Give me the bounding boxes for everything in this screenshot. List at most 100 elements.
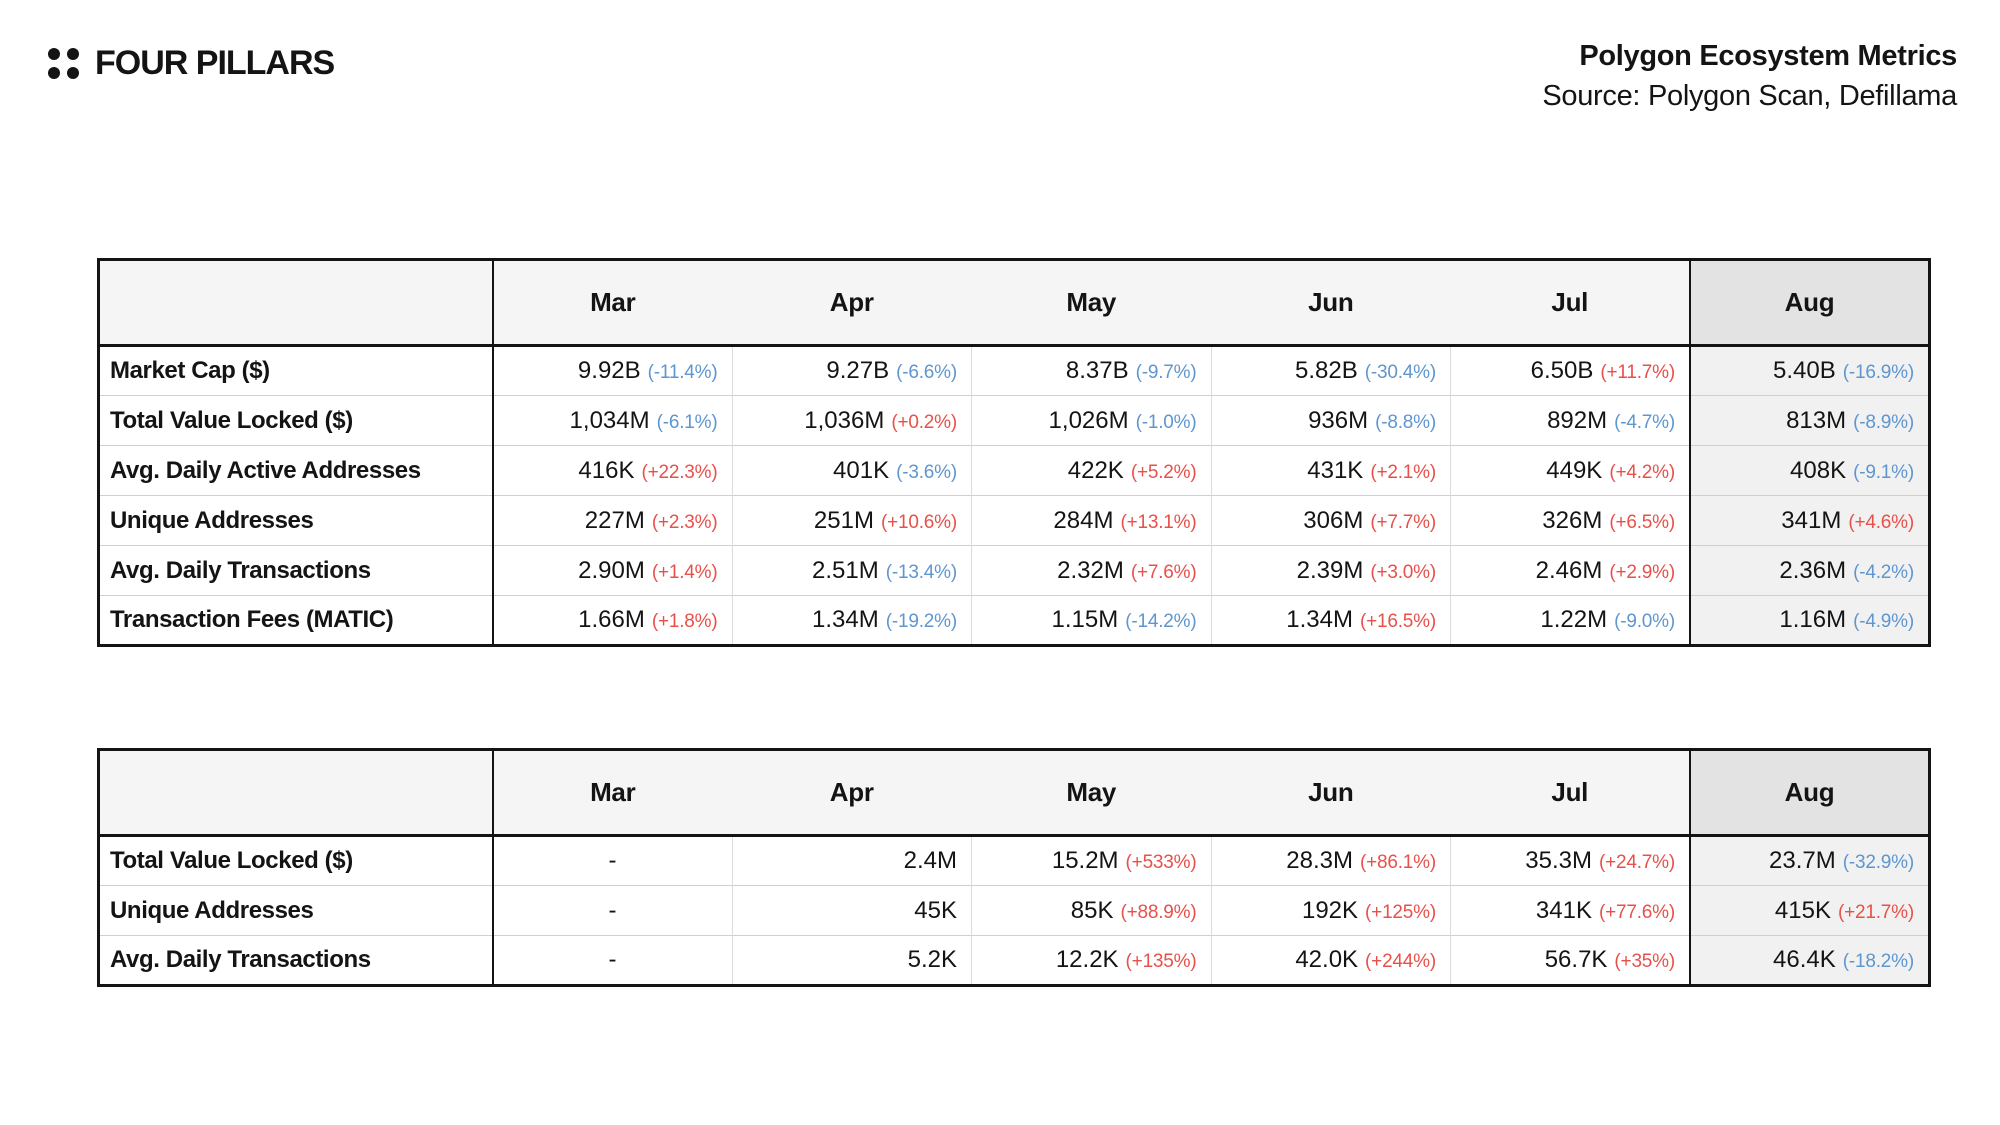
metric-value: 45K <box>914 896 957 924</box>
column-header-apr: Apr <box>732 749 972 837</box>
metric-value: 23.7M <box>1769 847 1836 874</box>
logo-dot <box>48 66 60 79</box>
metric-cell: 1.16M (-4.9%) <box>1689 595 1930 646</box>
logo-dot <box>48 47 60 60</box>
metric-value: 1,026M <box>1048 406 1129 434</box>
metric-cell: 1.34M (-19.2%) <box>731 595 972 646</box>
metric-value: 5.82B <box>1295 357 1358 384</box>
row-label: Transaction Fees (MATIC) <box>98 595 494 646</box>
metric-cell: 5.40B (-16.9%) <box>1689 345 1930 396</box>
metric-value: 9.27B <box>826 357 890 384</box>
metric-cell: 416K (+22.3%) <box>492 445 732 496</box>
metric-cell: 46.4K (-18.2%) <box>1689 935 1930 986</box>
metric-change: (-8.8%) <box>1375 411 1436 433</box>
metric-value: 431K <box>1307 456 1364 484</box>
column-header-may: May <box>971 749 1211 837</box>
metric-change: (-1.0%) <box>1135 411 1197 433</box>
metric-change: (-6.1%) <box>656 411 718 433</box>
metric-cell: 284M (+13.1%) <box>971 495 1211 546</box>
metric-change: (+1.8%) <box>651 611 718 632</box>
metric-change: (-30.4%) <box>1364 362 1436 383</box>
metric-cell: 2.39M (+3.0%) <box>1210 545 1451 596</box>
metric-value: 192K <box>1301 896 1359 924</box>
metric-value: 2.4M <box>903 847 957 874</box>
metric-change: (-9.7%) <box>1135 362 1197 383</box>
metric-cell: 431K (+2.1%) <box>1210 445 1451 496</box>
metric-change: (+533%) <box>1125 852 1197 873</box>
metric-value: 422K <box>1067 456 1124 484</box>
metric-value: 813M <box>1786 406 1847 434</box>
metric-value: 1.34M <box>812 606 879 633</box>
metric-cell: 192K (+125%) <box>1210 885 1451 936</box>
metric-value: 6.50B <box>1530 357 1594 384</box>
metric-value: 56.7K <box>1544 946 1608 973</box>
metric-cell: 35.3M (+24.7%) <box>1450 835 1690 886</box>
metric-change: (-11.4%) <box>647 362 718 383</box>
metric-change: (-4.7%) <box>1614 411 1675 433</box>
metric-cell: 341K (+77.6%) <box>1450 885 1690 936</box>
metric-change: (+77.6%) <box>1598 901 1675 923</box>
metric-cell: 2.46M (+2.9%) <box>1450 545 1690 596</box>
metric-change: (+5.2%) <box>1130 461 1197 483</box>
metric-value: 2.90M <box>578 556 645 584</box>
metric-value: 12.2K <box>1055 946 1119 973</box>
table-row: Avg. Daily Transactions - 5.2K 12.2K (+135%)… <box>98 935 1930 986</box>
ecosystem-metrics-table: Mar Apr May Jun Jul Aug Market Cap ($) 9.92B (-1… <box>97 258 1931 647</box>
metric-cell: 1.22M (-9.0%) <box>1450 595 1690 646</box>
column-header-apr: Apr <box>732 259 972 347</box>
table-row: Unique Addresses - 45K 85K (+88.9%) 192K (+125… <box>98 885 1930 936</box>
metric-cell: 1.66M (+1.8%) <box>492 595 732 646</box>
metric-change: (+86.1%) <box>1359 852 1436 873</box>
metric-change: (-32.9%) <box>1842 852 1914 873</box>
metric-value: 5.2K <box>907 946 957 973</box>
metric-value: 2.51M <box>812 556 879 584</box>
metric-value: 306M <box>1303 506 1364 534</box>
metric-value: 416K <box>578 456 635 484</box>
metric-cell: - <box>492 935 732 986</box>
metric-value: 35.3M <box>1525 847 1592 874</box>
metric-change: (+13.1%) <box>1120 511 1197 533</box>
metric-change: (+35%) <box>1614 951 1675 972</box>
table-row: Transaction Fees (MATIC) 1.66M (+1.8%) 1.34… <box>98 595 1930 646</box>
row-label: Avg. Daily Active Addresses <box>98 445 494 496</box>
metric-change: (+1.4%) <box>651 561 718 583</box>
metric-change: (-16.9%) <box>1842 362 1914 383</box>
metric-change: (-4.2%) <box>1853 561 1914 583</box>
metric-change: (+6.5%) <box>1609 511 1675 533</box>
metric-value: 2.32M <box>1057 556 1124 584</box>
metric-change: (+22.3%) <box>641 461 718 483</box>
metric-cell: 1,034M (-6.1%) <box>492 395 732 446</box>
table-row: Market Cap ($) 9.92B (-11.4%) 9.27B (-6.6%) 8… <box>98 345 1930 396</box>
metric-cell: 449K (+4.2%) <box>1450 445 1690 496</box>
metric-change: (+7.7%) <box>1370 511 1436 533</box>
metric-value: 42.0K <box>1295 946 1359 973</box>
metric-value: 15.2M <box>1051 847 1119 874</box>
metric-value: 1.66M <box>578 606 645 633</box>
metric-cell: 227M (+2.3%) <box>492 495 732 546</box>
metric-change: (+10.6%) <box>880 511 957 533</box>
metric-cell: 813M (-8.9%) <box>1689 395 1930 446</box>
column-header-aug: Aug <box>1689 259 1930 347</box>
metric-change: (-18.2%) <box>1842 951 1914 972</box>
metric-change: (+2.3%) <box>651 511 718 533</box>
metric-value: 1.34M <box>1286 606 1353 633</box>
metric-value: 401K <box>833 456 890 484</box>
metric-change: (+16.5%) <box>1359 611 1436 632</box>
metric-cell: 5.82B (-30.4%) <box>1210 345 1451 396</box>
column-header-jun: Jun <box>1211 749 1451 837</box>
column-header-jun: Jun <box>1211 259 1451 347</box>
metric-value: 2.46M <box>1535 556 1603 584</box>
column-header-mar: Mar <box>492 259 732 347</box>
column-header-mar: Mar <box>492 749 732 837</box>
metric-change: (+0.2%) <box>891 411 957 433</box>
metric-value: - <box>608 896 617 924</box>
metric-value: 227M <box>584 506 645 534</box>
column-header-jul: Jul <box>1450 749 1690 837</box>
metric-change: (-9.1%) <box>1853 461 1914 483</box>
logo-dot <box>67 47 79 60</box>
metric-change: (-9.0%) <box>1614 611 1675 632</box>
metric-change: (+3.0%) <box>1370 561 1436 583</box>
metric-change: (+7.6%) <box>1130 561 1197 583</box>
metric-value: - <box>608 946 617 973</box>
row-label: Total Value Locked ($) <box>98 395 494 446</box>
